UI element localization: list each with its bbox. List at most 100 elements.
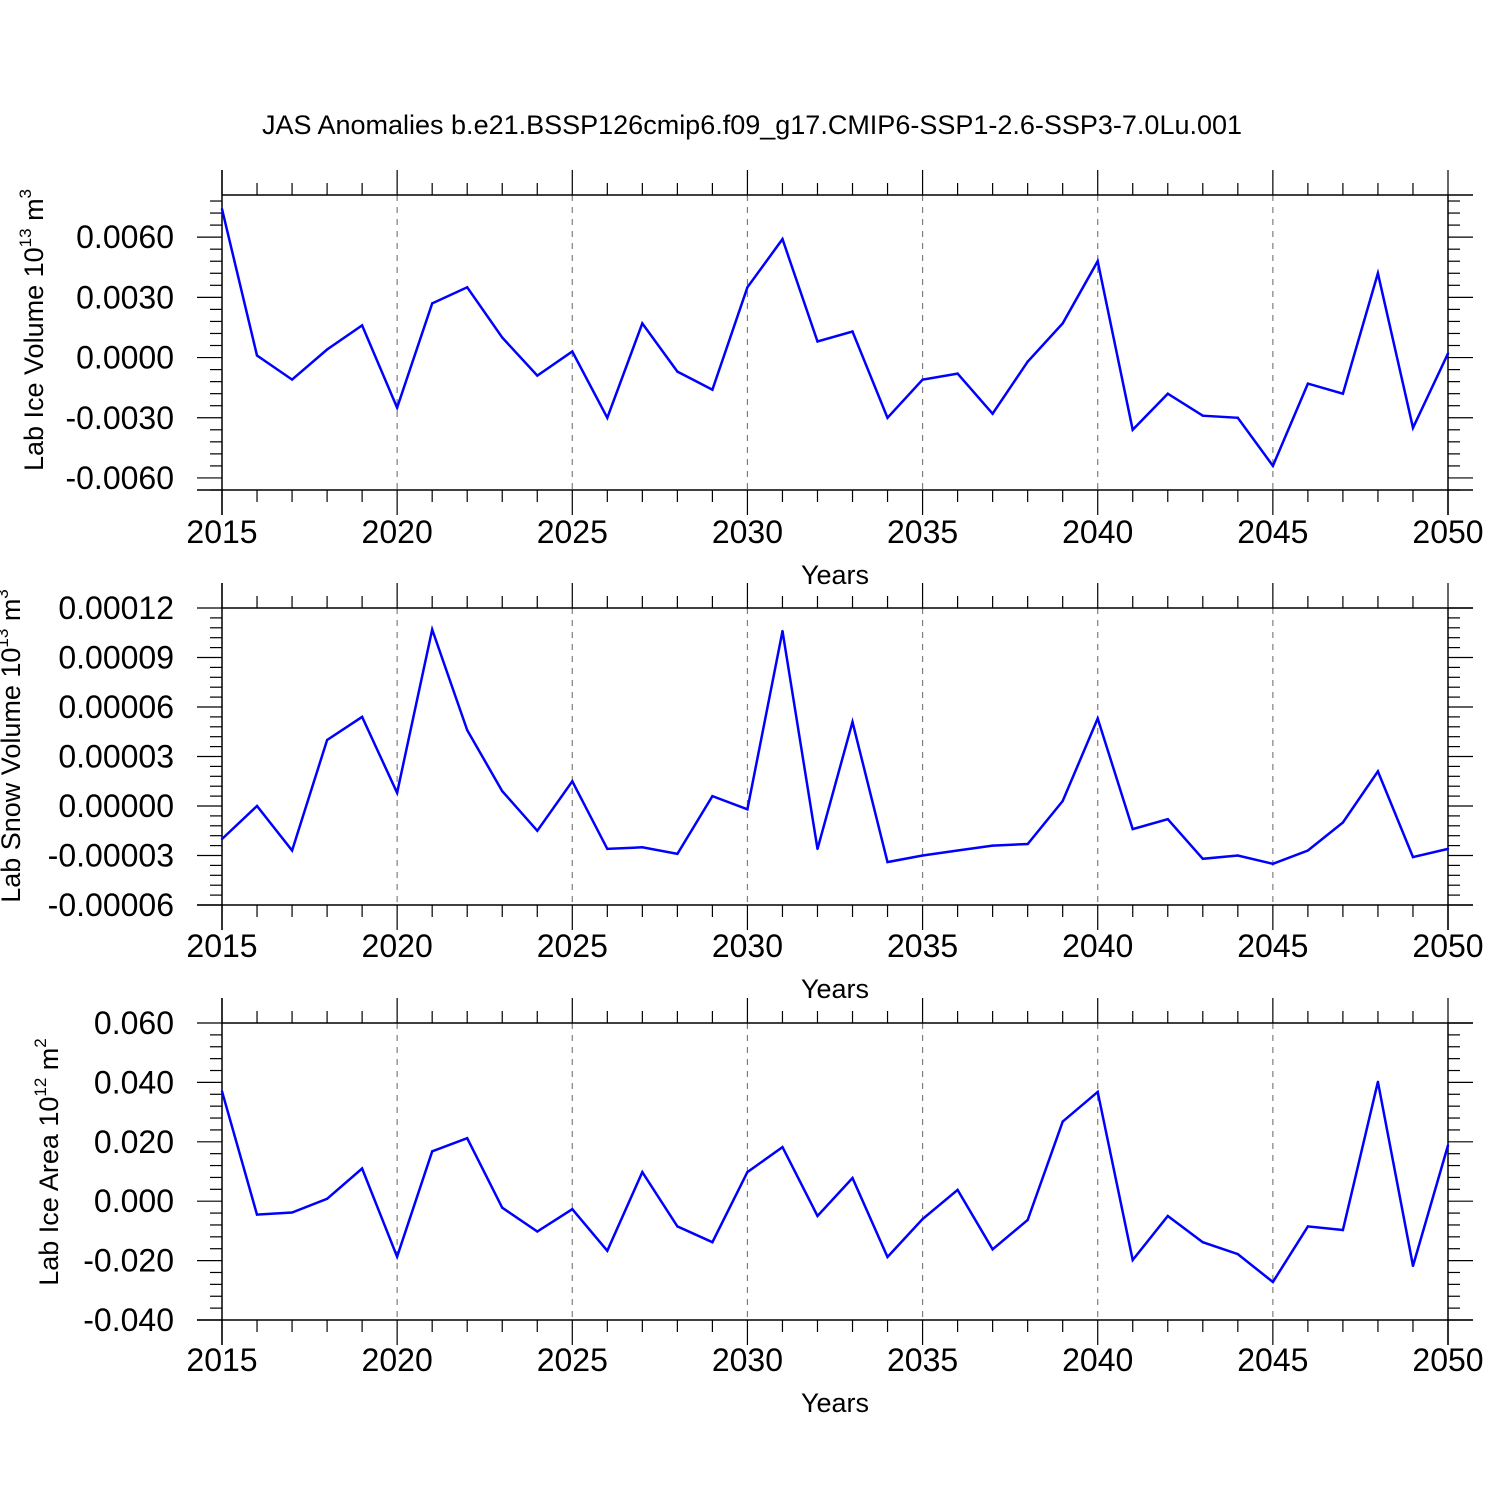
data-point [676, 852, 679, 856]
data-point [571, 780, 574, 783]
y-tick-label: 0.00000 [58, 788, 174, 824]
data-point [1026, 842, 1029, 846]
data-point [921, 378, 924, 381]
data-point [1271, 862, 1275, 865]
x-tick-label: 2030 [712, 1342, 783, 1378]
data-point [571, 350, 574, 353]
data-point [501, 789, 504, 793]
data-point [1376, 272, 1380, 275]
data-point [1411, 426, 1415, 429]
x-tick-label: 2030 [712, 928, 783, 964]
data-point [641, 1170, 644, 1174]
x-tick-label: 2025 [537, 514, 608, 550]
data-point [1446, 847, 1450, 851]
y-axis-label: Lab Snow Volume 1013 m3 [0, 589, 26, 903]
x-tick-label: 2040 [1062, 928, 1133, 964]
panel-lab-snow-volume: 2015 2020 2025 2030 2035 2040 2045 2050 Years -0.… [0, 583, 1484, 1004]
x-tick-label: 2030 [712, 514, 783, 550]
y-tick-label: 0.0000 [76, 340, 174, 376]
data-point [1096, 260, 1099, 263]
data-point [1411, 855, 1415, 859]
data-point [220, 207, 224, 211]
x-tick-label: 2035 [887, 514, 958, 550]
data-point [466, 1137, 469, 1140]
data-point [571, 1208, 574, 1211]
x-tick-label: 2025 [537, 928, 608, 964]
x-tick-label: 2020 [362, 928, 433, 964]
x-tick-label: 2015 [186, 1342, 257, 1378]
data-point [290, 378, 294, 381]
data-point [886, 416, 889, 419]
y-axis-label: Lab Ice Area 1012 m2 [31, 1038, 64, 1286]
data-point [956, 1188, 959, 1192]
x-axis-label: Years [801, 1388, 869, 1418]
data-point [466, 286, 469, 289]
x-tick-label: 2035 [887, 1342, 958, 1378]
x-tick-label: 2045 [1237, 928, 1308, 964]
data-point [711, 1240, 714, 1244]
data-point [781, 237, 784, 241]
x-axis-label: Years [801, 974, 869, 1004]
data-point [1376, 770, 1380, 773]
data-point [536, 1230, 539, 1233]
data-point [991, 844, 994, 847]
y-tick-label: 0.00006 [58, 689, 174, 725]
data-point [395, 791, 399, 794]
data-point [676, 1225, 679, 1228]
y-tick-label: 0.0030 [76, 279, 174, 315]
data-point [606, 847, 609, 851]
data-point [1306, 382, 1310, 385]
y-tick-label: -0.0060 [65, 460, 174, 496]
data-point [536, 374, 539, 377]
x-tick-label: 2050 [1412, 928, 1483, 964]
data-point [1376, 1080, 1380, 1084]
data-point [956, 849, 959, 852]
data-point [1201, 1240, 1205, 1244]
data-point [360, 715, 364, 719]
data-point [1096, 717, 1099, 720]
data-point [711, 388, 714, 391]
data-point [536, 829, 539, 832]
data-point [1236, 854, 1240, 857]
y-tick-label: 0.00009 [58, 640, 174, 676]
y-tick-label: 0.040 [94, 1064, 174, 1100]
data-point [1201, 414, 1205, 417]
data-point [430, 628, 434, 631]
data-point [921, 1217, 924, 1221]
data-point [1131, 1258, 1134, 1262]
data-point [395, 1255, 399, 1258]
data-point [501, 1206, 504, 1209]
x-tick-label: 2015 [186, 514, 257, 550]
data-point [1341, 821, 1345, 824]
data-point [1166, 392, 1169, 395]
y-tick-label: -0.0030 [65, 400, 174, 436]
x-tick-label: 2040 [1062, 514, 1133, 550]
data-point [1166, 1214, 1169, 1218]
data-point [991, 412, 994, 415]
data-point [816, 340, 819, 343]
data-point [886, 1255, 889, 1259]
x-tick-label: 2040 [1062, 1342, 1133, 1378]
y-tick-label: 0.060 [94, 1005, 174, 1041]
data-point [1061, 322, 1064, 325]
data-point [360, 1167, 364, 1170]
series-line [220, 1081, 1450, 1284]
y-tick-label: 0.020 [94, 1124, 174, 1160]
data-point [325, 1197, 329, 1201]
data-point [1201, 857, 1205, 860]
x-tick-label: 2035 [887, 928, 958, 964]
data-point [290, 849, 294, 852]
y-tick-label: -0.00003 [48, 838, 174, 874]
data-point [746, 808, 749, 811]
data-point [1131, 827, 1134, 831]
y-axis-label: Lab Ice Volume 1013 m3 [16, 189, 49, 471]
data-point [781, 629, 784, 633]
y-tick-label: -0.020 [83, 1243, 174, 1279]
data-point [1096, 1090, 1099, 1094]
data-point [641, 846, 644, 849]
data-point [886, 860, 889, 864]
y-tick-label: 0.00003 [58, 739, 174, 775]
data-point [255, 1213, 259, 1216]
data-point [395, 406, 399, 409]
